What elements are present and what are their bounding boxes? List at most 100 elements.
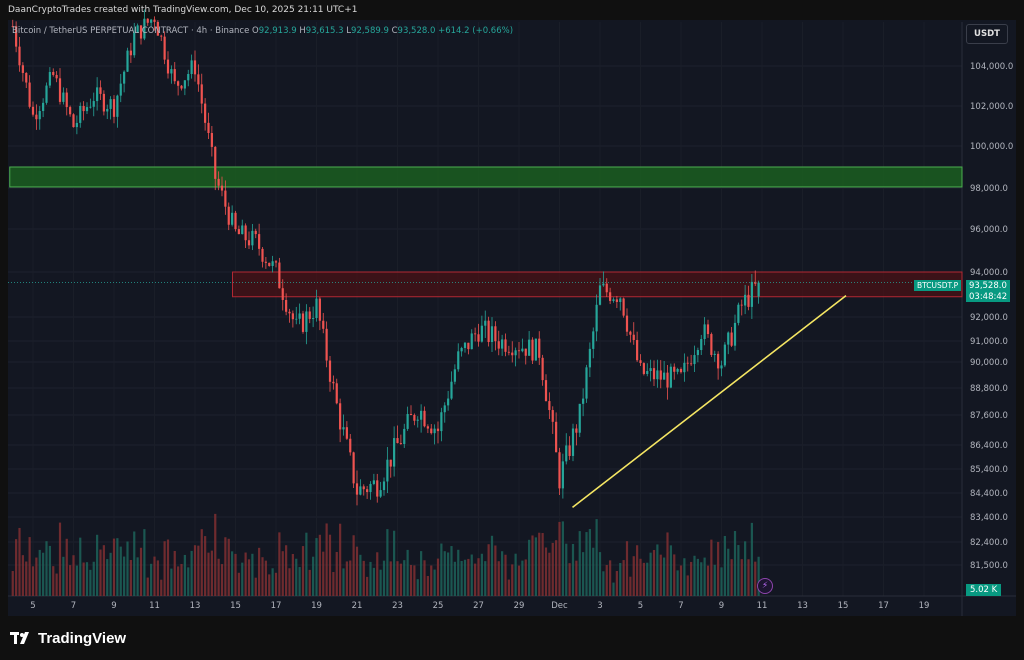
volume-bar	[514, 553, 517, 596]
volume-bar	[244, 552, 247, 596]
volume-bar	[150, 563, 153, 596]
volume-bar	[89, 569, 92, 596]
candle-body	[210, 133, 213, 147]
volume-bar	[52, 566, 55, 596]
volume-bar	[193, 545, 197, 596]
candle-body	[325, 328, 328, 361]
candle-body	[247, 240, 251, 246]
volume-bar	[497, 561, 500, 596]
volume-bar	[605, 564, 608, 596]
candle-body	[436, 428, 440, 432]
candle-body	[403, 428, 406, 444]
current-price-tag: 93,528.0	[966, 280, 1010, 291]
candle-body	[328, 360, 332, 382]
volume-bar	[166, 539, 170, 596]
volume-bar	[312, 556, 315, 596]
currency-selector[interactable]: USDT	[966, 24, 1008, 44]
candle-body	[538, 338, 541, 358]
legend-close-label: C	[391, 26, 398, 36]
legend-high: 93,615.3	[305, 26, 344, 36]
candle-body	[193, 60, 197, 75]
candle-body	[362, 486, 365, 490]
volume-bar	[271, 568, 274, 596]
volume-bar	[565, 543, 568, 596]
candle-body	[187, 73, 190, 81]
y-tick-label: 92,000.0	[970, 313, 1008, 323]
candle-body	[227, 206, 230, 225]
volume-bar	[548, 552, 551, 596]
candle-body	[733, 322, 737, 346]
volume-bar	[538, 532, 541, 596]
volume-bar	[588, 529, 591, 596]
candle-body	[484, 320, 487, 326]
volume-bar	[686, 575, 689, 596]
candle-body	[676, 368, 679, 372]
candle-body	[258, 234, 261, 249]
volume-bar	[541, 533, 544, 596]
volume-bar	[484, 561, 487, 596]
volume-bar	[38, 549, 41, 596]
x-tick-label: 7	[71, 601, 76, 611]
candle-body	[683, 362, 686, 373]
volume-bar	[99, 549, 102, 596]
volume-bar	[717, 541, 720, 596]
volume-bar	[382, 560, 386, 596]
attribution-banner: DaanCryptoTrades created with TradingVie…	[8, 5, 358, 15]
volume-bar	[123, 556, 126, 596]
candle-body	[31, 106, 35, 115]
lightning-bolt-icon[interactable]: ⚡	[757, 578, 773, 594]
candle-body	[588, 348, 591, 368]
candle-body	[541, 357, 544, 381]
volume-bar	[504, 554, 507, 596]
candle-body	[335, 383, 338, 404]
candle-body	[413, 415, 416, 421]
y-tick-label: 102,000.0	[970, 102, 1013, 112]
candle-body	[183, 80, 186, 89]
volume-bar	[447, 552, 450, 596]
volume-bar	[190, 550, 193, 596]
volume-bar	[376, 552, 379, 596]
candle-body	[355, 483, 359, 495]
legend-low-label: L	[346, 26, 352, 36]
volume-bar	[322, 551, 325, 596]
volume-bar	[372, 567, 375, 596]
volume-bar	[656, 544, 659, 596]
volume-bar	[153, 556, 156, 596]
legend-low: 92,589.9	[351, 26, 389, 36]
candle-body	[11, 26, 14, 27]
volume-bar	[517, 565, 521, 596]
y-tick-label: 91,000.0	[970, 337, 1008, 347]
volume-bar	[474, 563, 477, 596]
candle-body	[693, 355, 696, 365]
candle-body	[301, 313, 305, 332]
volume-bar	[426, 575, 429, 596]
volume-bar	[696, 558, 699, 596]
candle-body	[342, 427, 345, 430]
candle-body	[204, 103, 207, 123]
volume-bar	[268, 574, 271, 596]
volume-bar	[197, 545, 200, 596]
candle-body	[423, 410, 426, 427]
candle-body	[598, 285, 602, 305]
candle-body	[602, 283, 605, 286]
candle-body	[568, 445, 571, 456]
volume-bar	[609, 560, 612, 596]
tradingview-brand[interactable]: TradingView	[10, 628, 126, 648]
volume-bar	[622, 560, 625, 596]
candle-body	[126, 50, 129, 72]
candle-body	[139, 25, 143, 39]
volume-bar	[139, 547, 143, 596]
candle-body	[224, 190, 227, 207]
candle-body	[642, 363, 645, 374]
volume-bar	[420, 551, 423, 596]
volume-bar	[598, 552, 602, 596]
candle-body	[234, 212, 237, 230]
volume-bar	[200, 529, 203, 596]
volume-bar	[629, 576, 632, 596]
volume-bar	[467, 558, 470, 596]
volume-bar	[470, 554, 473, 596]
candle-body	[35, 114, 38, 120]
volume-bar	[143, 529, 146, 596]
candle-body	[55, 74, 58, 79]
